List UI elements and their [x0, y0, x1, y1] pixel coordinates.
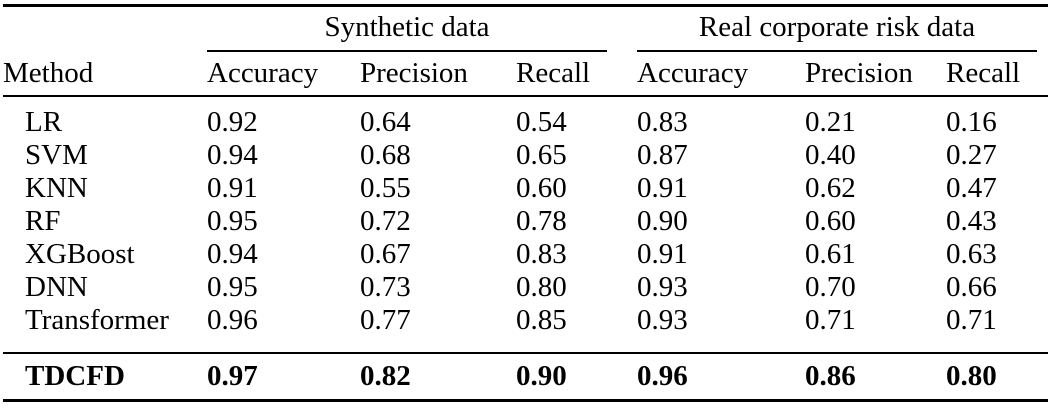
value-cell: 0.93 [637, 270, 688, 303]
method-cell: LR [25, 105, 63, 138]
results-table: Synthetic data Real corporate risk data … [3, 4, 1049, 402]
value-cell: 0.60 [516, 171, 567, 204]
method-cell: RF [25, 204, 61, 237]
value-cell: 0.86 [805, 351, 946, 401]
value-cell: 0.83 [637, 105, 688, 138]
value-cell: 0.97 [207, 351, 360, 401]
value-cell: 0.80 [946, 351, 1049, 401]
table-row: Transformer 0.96 0.77 0.85 0.93 0.71 0.7… [3, 304, 1048, 353]
value-cell: 0.83 [516, 237, 567, 270]
value-cell: 0.60 [805, 204, 856, 237]
value-cell: 0.95 [207, 270, 258, 303]
column-header-accuracy-real: Accuracy [637, 51, 805, 97]
column-header-method: Method [3, 51, 207, 97]
value-cell: 0.85 [516, 303, 567, 336]
table-row-highlight-tdcfd: TDCFD 0.97 0.82 0.90 0.96 0.86 0.80 [3, 351, 1049, 401]
value-cell: 0.91 [207, 171, 258, 204]
value-cell: 0.66 [946, 270, 997, 303]
value-cell: 0.16 [946, 105, 997, 138]
value-cell: 0.73 [360, 270, 411, 303]
value-cell: 0.68 [360, 138, 411, 171]
value-cell: 0.87 [637, 138, 688, 171]
value-cell: 0.70 [805, 270, 856, 303]
value-cell: 0.94 [207, 237, 258, 270]
table-row: LR 0.92 0.64 0.54 0.83 0.21 0.16 [3, 96, 1048, 139]
value-cell: 0.21 [805, 105, 856, 138]
value-cell: 0.72 [360, 204, 411, 237]
method-cell: KNN [25, 171, 88, 204]
value-cell: 0.95 [207, 204, 258, 237]
value-cell: 0.91 [637, 237, 688, 270]
method-cell: DNN [25, 270, 88, 303]
table-row: DNN 0.95 0.73 0.80 0.93 0.70 0.66 [3, 271, 1048, 304]
value-cell: 0.80 [516, 270, 567, 303]
table-row: RF 0.95 0.72 0.78 0.90 0.60 0.43 [3, 205, 1048, 238]
value-cell: 0.62 [805, 171, 856, 204]
value-cell: 0.65 [516, 138, 567, 171]
value-cell: 0.71 [805, 303, 856, 336]
value-cell: 0.63 [946, 237, 997, 270]
value-cell: 0.90 [516, 351, 637, 401]
column-header-recall-real: Recall [946, 51, 1049, 97]
column-header-precision-real: Precision [805, 51, 946, 97]
table-row: XGBoost 0.94 0.67 0.83 0.91 0.61 0.63 [3, 238, 1048, 271]
value-cell: 0.93 [637, 303, 688, 336]
value-cell: 0.96 [207, 303, 258, 336]
group-header-real: Real corporate risk data [637, 6, 1048, 52]
value-cell: 0.71 [946, 303, 997, 336]
value-cell: 0.78 [516, 204, 567, 237]
value-cell: 0.43 [946, 204, 997, 237]
value-cell: 0.61 [805, 237, 856, 270]
value-cell: 0.54 [516, 105, 567, 138]
group-header-row: Synthetic data Real corporate risk data [3, 6, 1048, 52]
value-cell: 0.47 [946, 171, 997, 204]
value-cell: 0.82 [360, 351, 516, 401]
value-cell: 0.91 [637, 171, 688, 204]
group-header-spacer [3, 6, 207, 52]
value-cell: 0.67 [360, 237, 411, 270]
value-cell: 0.90 [637, 204, 688, 237]
group-header-synthetic: Synthetic data [207, 6, 637, 52]
value-cell: 0.96 [637, 351, 805, 401]
value-cell: 0.27 [946, 138, 997, 171]
method-cell: XGBoost [25, 237, 135, 270]
method-cell: Transformer [25, 303, 169, 336]
synthetic-data-group-label: Synthetic data [207, 9, 607, 52]
value-cell: 0.94 [207, 138, 258, 171]
table-row: SVM 0.94 0.68 0.65 0.87 0.40 0.27 [3, 139, 1048, 172]
table-row: KNN 0.91 0.55 0.60 0.91 0.62 0.47 [3, 172, 1048, 205]
column-header-precision-synthetic: Precision [360, 51, 516, 97]
value-cell: 0.55 [360, 171, 411, 204]
method-cell: SVM [25, 138, 88, 171]
value-cell: 0.77 [360, 303, 411, 336]
column-header-row: Method Accuracy Precision Recall Accurac… [3, 51, 1049, 97]
value-cell: 0.40 [805, 138, 856, 171]
column-header-accuracy-synthetic: Accuracy [207, 51, 360, 97]
real-corporate-risk-group-label: Real corporate risk data [637, 9, 1038, 52]
value-cell: 0.92 [207, 105, 258, 138]
column-header-recall-synthetic: Recall [516, 51, 637, 97]
method-cell: TDCFD [3, 351, 207, 401]
value-cell: 0.64 [360, 105, 411, 138]
